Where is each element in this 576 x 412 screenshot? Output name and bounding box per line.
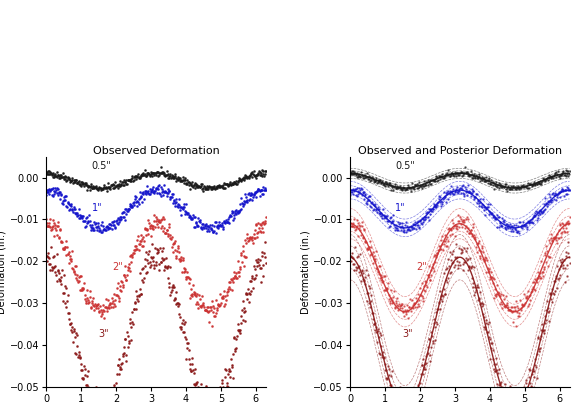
Y-axis label: Deformation (in.): Deformation (in.): [0, 230, 7, 314]
Title: Observed and Posterior Deformation: Observed and Posterior Deformation: [358, 146, 562, 156]
Text: 3": 3": [403, 329, 413, 339]
Text: 1": 1": [396, 203, 406, 213]
Y-axis label: Deformation (in.): Deformation (in.): [301, 230, 310, 314]
Text: 0.5": 0.5": [396, 161, 415, 171]
Text: 1": 1": [92, 203, 102, 213]
Text: 2": 2": [112, 262, 123, 272]
Text: 0.5": 0.5": [92, 161, 111, 171]
Title: Observed Deformation: Observed Deformation: [93, 146, 219, 156]
Text: 2": 2": [416, 262, 427, 272]
Text: 3": 3": [98, 329, 109, 339]
